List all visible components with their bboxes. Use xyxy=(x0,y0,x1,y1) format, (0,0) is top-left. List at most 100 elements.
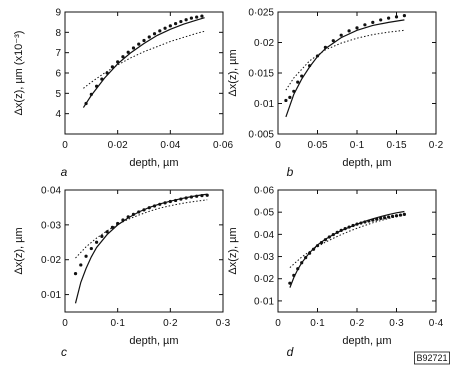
data-point xyxy=(394,15,399,19)
x-tick-label: 0·15 xyxy=(386,140,406,151)
figure-code-box xyxy=(414,351,450,365)
plot-frame xyxy=(64,189,224,313)
x-tick-label: 0·06 xyxy=(213,140,233,151)
x-tick-label: 0 xyxy=(275,140,281,151)
y-tick-label: 0·005 xyxy=(248,130,274,141)
data-point xyxy=(95,240,99,244)
y-tick-label: 9 xyxy=(55,8,61,19)
data-point xyxy=(383,216,387,220)
y-axis-label: Δx(z), µm xyxy=(227,227,239,274)
y-tick-label: 0·01 xyxy=(41,290,61,301)
dotted-curve xyxy=(289,214,405,268)
y-tick-label: 0·02 xyxy=(254,274,274,285)
y-tick-label: 0·015 xyxy=(248,69,274,80)
data-point xyxy=(100,234,104,238)
data-point xyxy=(89,246,93,251)
y-tick-label: 0·06 xyxy=(254,186,274,197)
data-point xyxy=(126,50,130,54)
data-point xyxy=(105,230,109,234)
y-tick-label: 0·04 xyxy=(41,186,61,197)
data-point xyxy=(363,23,367,27)
data-point xyxy=(379,18,383,22)
chart-panel-d: 0 0·1 0·2 0·3 0·4 0·01 0·02 0·03 0·04 0·05 0·06 dep… xyxy=(227,186,444,360)
x-axis-label: depth, µm xyxy=(342,157,391,169)
data-point xyxy=(355,26,359,30)
y-axis-label: Δx(z), µm xyxy=(13,227,25,274)
data-point xyxy=(131,46,136,50)
data-point xyxy=(152,32,157,36)
y-tick-label: 0·02 xyxy=(254,38,274,49)
data-point xyxy=(402,14,406,18)
y-tick-label: 0·02 xyxy=(41,255,61,266)
data-point xyxy=(121,55,125,59)
panel-label: d xyxy=(287,345,294,359)
solid-curve xyxy=(289,210,405,288)
data-point xyxy=(174,21,178,26)
data-point xyxy=(347,29,351,33)
x-axis-label: depth, µm xyxy=(129,335,178,347)
y-axis-label: Δx(z), µm xyxy=(227,49,239,96)
figure-code: B92721 xyxy=(416,353,447,363)
data-point xyxy=(339,33,343,37)
data-point xyxy=(371,20,375,24)
data-point xyxy=(288,95,292,99)
x-tick-label: 0·3 xyxy=(389,318,404,329)
chart-panel-a: 0 0·02 0·04 0·06 4 5 6 7 8 9 depth, µm Δx(z), µm (x… xyxy=(13,8,233,180)
dotted-curve xyxy=(75,199,208,259)
data-point xyxy=(84,254,88,258)
x-tick-label: 0·2 xyxy=(429,140,444,151)
data-point xyxy=(184,18,188,22)
y-tick-label: 0·04 xyxy=(254,230,274,241)
y-tick-label: 0·05 xyxy=(254,208,274,219)
y-tick-label: 0·025 xyxy=(248,8,274,19)
data-point xyxy=(158,29,162,33)
panel-label: b xyxy=(287,165,294,179)
data-point xyxy=(73,272,78,276)
solid-curve xyxy=(82,17,205,108)
y-tick-label: 7 xyxy=(55,48,61,59)
x-tick-label: 0·1 xyxy=(110,318,125,329)
x-tick-label: 0·3 xyxy=(216,318,231,329)
x-tick-label: 0·1 xyxy=(350,140,365,151)
data-point xyxy=(110,225,114,229)
panel-label: c xyxy=(61,345,67,359)
solid-curve xyxy=(74,193,208,304)
data-point xyxy=(296,80,300,84)
x-tick-label: 0 xyxy=(62,140,68,151)
data-point xyxy=(147,35,151,39)
x-axis-label: depth, µm xyxy=(129,157,178,169)
y-tick-label: 8 xyxy=(55,28,61,39)
y-tick-label: 5 xyxy=(55,89,61,100)
data-point xyxy=(179,19,183,24)
data-point xyxy=(189,16,193,20)
x-tick-label: 0·1 xyxy=(310,318,325,329)
data-point xyxy=(163,26,167,30)
y-tick-label: 0·03 xyxy=(41,220,61,231)
plot-frame xyxy=(277,189,437,313)
panel-label: a xyxy=(61,165,68,179)
dotted-curve xyxy=(83,30,205,89)
x-tick-label: 0·2 xyxy=(350,318,365,329)
solid-curve xyxy=(285,19,405,118)
data-point xyxy=(284,98,288,103)
x-tick-label: 0·2 xyxy=(163,318,178,329)
data-point xyxy=(331,39,335,43)
data-point xyxy=(142,38,146,43)
data-point xyxy=(288,281,292,285)
chart-panel-b: 0 0·05 0·1 0·15 0·2 0·005 0·01 0·015 0·02 0·025 de… xyxy=(227,8,444,180)
x-tick-label: 0 xyxy=(275,318,281,329)
data-point xyxy=(379,216,383,220)
y-tick-label: 0·01 xyxy=(254,99,274,110)
data-point xyxy=(200,14,204,18)
y-axis-label: Δx(z), µm (x10⁻³) xyxy=(13,31,25,116)
data-point xyxy=(79,263,83,267)
plot-frame xyxy=(64,11,224,135)
x-tick-label: 0·4 xyxy=(429,318,444,329)
y-tick-label: 4 xyxy=(55,109,61,120)
chart-panel-c: 0 0·1 0·2 0·3 0·01 0·02 0·03 0·04 depth, µm Δx(z)… xyxy=(13,186,231,360)
y-tick-label: 6 xyxy=(55,69,61,80)
data-point xyxy=(137,42,141,46)
data-point xyxy=(387,16,391,20)
x-tick-label: 0·05 xyxy=(307,140,327,151)
